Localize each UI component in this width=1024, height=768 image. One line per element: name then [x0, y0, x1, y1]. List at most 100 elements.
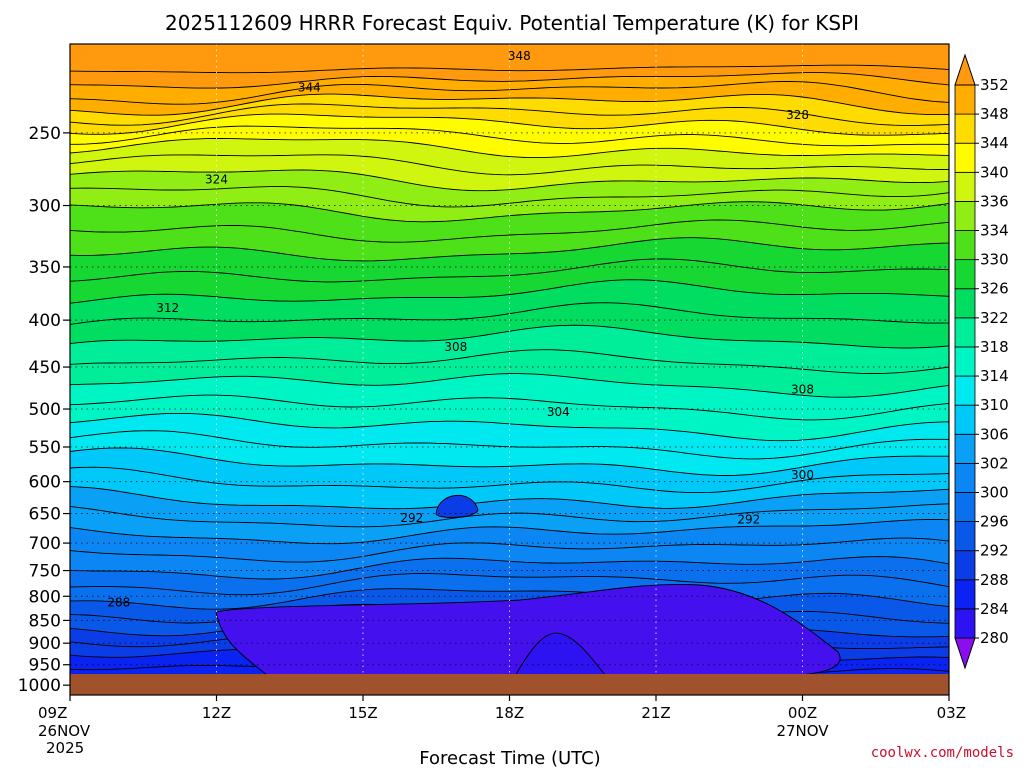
chart-title: 2025112609 HRRR Forecast Equiv. Potentia…: [165, 11, 859, 35]
y-tick-label: 850: [29, 611, 61, 631]
colorbar-label: 306: [980, 425, 1009, 443]
x-tick-label: 00Z: [788, 704, 817, 722]
contour-line: [70, 486, 949, 510]
x-tick-label: 21Z: [641, 704, 670, 722]
contour-line: [70, 186, 949, 208]
y-tick-label: 400: [29, 311, 61, 331]
colorbar-label: 302: [980, 454, 1009, 472]
colorbar-label: 348: [980, 105, 1009, 123]
contour-line: [70, 573, 949, 596]
colorbar-swatch: [954, 113, 976, 144]
colorbar-swatch: [954, 608, 976, 639]
colorbar-swatch: [954, 492, 976, 522]
y-tick-label: 500: [29, 400, 61, 420]
contour-label: 308: [444, 340, 467, 354]
colorbar-label: 296: [980, 513, 1009, 531]
x-tick-date: 26NOV: [38, 722, 91, 740]
y-tick-label: 1000: [18, 676, 61, 696]
contour-line: [70, 373, 949, 398]
x-tick-label: 18Z: [495, 704, 524, 722]
contour-line: [70, 113, 949, 136]
colorbar-extend-low: [954, 637, 976, 670]
contour-line: [70, 93, 949, 116]
x-tick-label: 12Z: [202, 704, 231, 722]
colorbar-swatch: [954, 317, 976, 348]
colorbar-label: 322: [980, 309, 1009, 327]
colorbar-swatch: [954, 171, 976, 202]
x-axis-title: Forecast Time (UTC): [419, 748, 600, 768]
colorbar-extend-high: [954, 53, 976, 86]
y-tick-label: 350: [29, 258, 61, 278]
colorbar-swatch: [954, 288, 976, 319]
contour-line: [70, 103, 949, 126]
contour-label: 300: [791, 468, 814, 482]
colorbar-label: 280: [980, 629, 1009, 647]
colorbar-label: 336: [980, 192, 1009, 210]
colorbar-swatch: [954, 550, 976, 581]
colorbar-label: 318: [980, 338, 1009, 356]
colorbar-swatch: [954, 201, 976, 231]
contour-label: 312: [156, 301, 179, 315]
contour-label: 292: [400, 511, 423, 525]
plot-area: 348 344 328 324 312 308 308 304 300 292 292 288: [70, 44, 949, 695]
contour-line: [70, 349, 949, 374]
contour-line: [70, 394, 949, 421]
colorbar-swatch: [954, 521, 976, 552]
ground: [70, 674, 949, 695]
y-tick-label: 300: [29, 197, 61, 217]
y-tick-label: 250: [29, 124, 61, 144]
contour-label: 328: [786, 108, 809, 122]
colorbar-label: 334: [980, 222, 1009, 240]
y-tick-label: 450: [29, 358, 61, 378]
contour-line: [70, 588, 949, 610]
contour-closed: [514, 632, 607, 677]
contour-closed: [435, 494, 479, 518]
colorbar-swatch: [954, 230, 976, 261]
contour-line: [70, 447, 949, 476]
y-tick-label: 950: [29, 656, 61, 676]
contour-line: [70, 279, 949, 304]
colorbar-label: 300: [980, 483, 1009, 501]
colorbar-label: 314: [980, 367, 1009, 385]
colorbar-label: 284: [980, 600, 1009, 618]
x-tick-label: 03Z: [937, 704, 966, 722]
colorbar-swatch: [954, 84, 976, 115]
colorbar-label: 288: [980, 571, 1009, 589]
y-tick-label: 750: [29, 562, 61, 582]
contour-label: 344: [298, 80, 321, 94]
colorbar-label: 344: [980, 134, 1009, 152]
y-tick-label: 550: [29, 438, 61, 458]
y-tick-label: 700: [29, 534, 61, 554]
gridlines: [70, 44, 949, 695]
colorbar-label: 310: [980, 396, 1009, 414]
colorbar-swatch: [954, 579, 976, 610]
contour-label: 292: [737, 513, 760, 527]
y-tick-label: 800: [29, 587, 61, 607]
colorbar: 280 284 288 292 296 300 302 306 310 314 318 322 326 3…: [954, 53, 1009, 670]
credit-link[interactable]: coolwx.com/models: [871, 745, 1014, 761]
y-tick-label: 600: [29, 473, 61, 493]
colorbar-label: 326: [980, 280, 1009, 298]
y-tick-label: 900: [29, 634, 61, 654]
colorbar-swatch: [954, 142, 976, 173]
y-axis: 250 300 350 400 450 500 550 600 650 700 750 800 850 9…: [18, 124, 70, 696]
contour-line: [70, 169, 949, 192]
x-tick-label: 15Z: [348, 704, 377, 722]
colorbar-swatch: [954, 375, 976, 406]
contour-line: [70, 81, 949, 105]
contour-labels: 348 344 328 324 312 308 308 304 300 292 292 288: [107, 49, 814, 610]
x-tick-year: 2025: [46, 739, 84, 757]
colorbar-label: 292: [980, 542, 1009, 560]
x-tick-date: 27NOV: [776, 722, 829, 740]
y-tick-label: 650: [29, 505, 61, 525]
colorbar-swatch: [954, 259, 976, 290]
colorbar-label: 352: [980, 76, 1009, 94]
contour-label: 304: [547, 405, 570, 419]
contour-label: 308: [791, 382, 814, 396]
colorbar-swatch: [954, 404, 976, 435]
colorbar-swatch: [954, 433, 976, 464]
colorbar-label: 330: [980, 251, 1009, 269]
x-tick-label: 09Z: [38, 704, 67, 722]
